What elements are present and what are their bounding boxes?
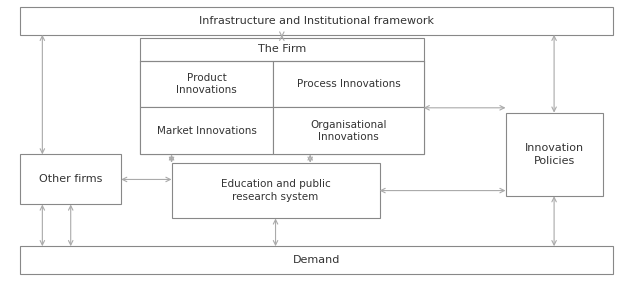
FancyBboxPatch shape <box>20 7 613 35</box>
Text: Demand: Demand <box>293 255 340 265</box>
FancyBboxPatch shape <box>140 38 423 155</box>
Text: Process Innovations: Process Innovations <box>297 79 400 89</box>
Text: Market Innovations: Market Innovations <box>157 126 256 136</box>
Text: Innovation
Policies: Innovation Policies <box>525 143 584 166</box>
Text: The Firm: The Firm <box>258 44 306 55</box>
Text: Other firms: Other firms <box>39 175 103 184</box>
FancyBboxPatch shape <box>273 61 423 107</box>
FancyBboxPatch shape <box>273 107 423 155</box>
FancyBboxPatch shape <box>506 113 603 196</box>
Text: Education and public
research system: Education and public research system <box>221 179 330 202</box>
FancyBboxPatch shape <box>140 61 273 107</box>
Text: Product
Innovations: Product Innovations <box>177 73 237 95</box>
FancyBboxPatch shape <box>20 246 613 274</box>
FancyBboxPatch shape <box>172 163 380 218</box>
FancyBboxPatch shape <box>140 107 273 155</box>
FancyBboxPatch shape <box>20 155 121 205</box>
Text: Organisational
Innovations: Organisational Innovations <box>310 119 387 142</box>
Text: Infrastructure and Institutional framework: Infrastructure and Institutional framewo… <box>199 16 434 26</box>
